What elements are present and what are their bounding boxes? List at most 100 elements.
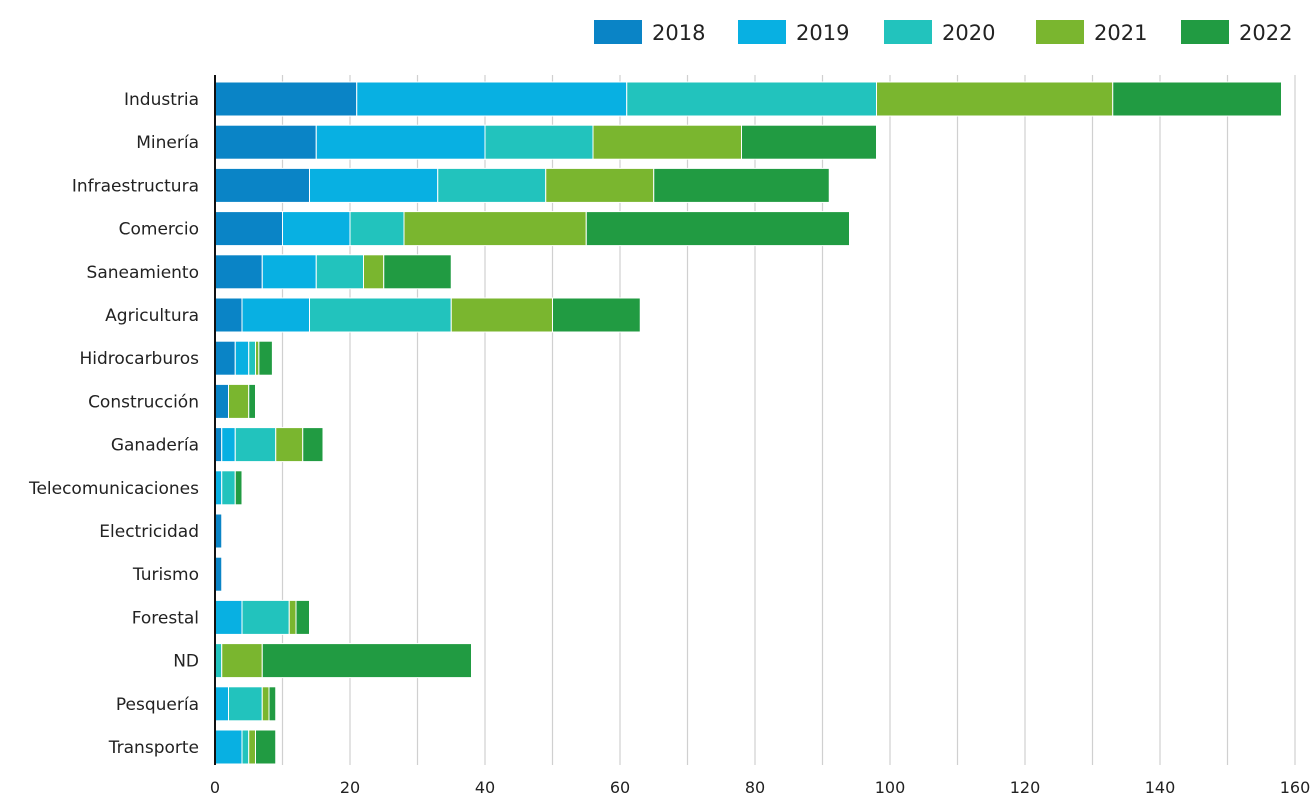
bar-segment-2018-11	[214, 556, 223, 592]
category-label: Telecomunicaciones	[28, 479, 199, 499]
bar-segment-2020-3	[349, 211, 405, 247]
x-tick-label: 120	[1010, 778, 1041, 797]
x-tick-label: 20	[340, 778, 360, 797]
bar-segment-2022-3	[585, 211, 850, 247]
legend-label-2018: 2018	[652, 21, 705, 45]
bars	[214, 81, 1282, 765]
bar-segment-2021-2	[545, 167, 655, 203]
category-label: Electricidad	[99, 522, 199, 542]
x-tick-label: 0	[210, 778, 220, 797]
category-label: Infraestructura	[72, 176, 199, 196]
bar-segment-2020-8	[234, 427, 277, 463]
bar-segment-2018-1	[214, 124, 317, 160]
category-label: Minería	[136, 133, 199, 153]
bar-segment-2022-9	[234, 470, 243, 506]
x-tick-label: 100	[875, 778, 906, 797]
bar-segment-2019-3	[282, 211, 351, 247]
bar-segment-2021-7	[228, 383, 250, 419]
bar-segment-2022-15	[255, 729, 277, 765]
bar-segment-2018-2	[214, 167, 310, 203]
bar-segment-2021-6	[255, 340, 260, 376]
legend-label-2022: 2022	[1239, 21, 1292, 45]
bar-segment-2018-10	[214, 513, 223, 549]
bar-segment-2022-8	[302, 427, 324, 463]
bar-segment-2020-13	[214, 643, 223, 679]
bar-segment-2021-5	[450, 297, 553, 333]
category-label: ND	[173, 652, 199, 672]
bar-segment-2019-5	[241, 297, 310, 333]
bar-segment-2020-9	[221, 470, 236, 506]
legend-label-2019: 2019	[796, 21, 849, 45]
bar-segment-2022-6	[258, 340, 273, 376]
bar-segment-2018-8	[214, 427, 223, 463]
bar-segment-2022-13	[261, 643, 472, 679]
bar-segment-2020-0	[626, 81, 877, 117]
bar-segment-2021-8	[275, 427, 304, 463]
bar-segment-2021-4	[363, 254, 385, 290]
bar-segment-2020-1	[484, 124, 594, 160]
x-tick-label: 40	[475, 778, 495, 797]
category-label: Comercio	[119, 220, 199, 240]
legend-swatch-2021	[1036, 20, 1084, 44]
bar-segment-2021-1	[592, 124, 742, 160]
bar-segment-2019-2	[309, 167, 439, 203]
x-tick-label: 60	[610, 778, 630, 797]
category-label: Saneamiento	[87, 263, 199, 283]
bar-segment-2018-6	[214, 340, 236, 376]
bar-segment-2022-1	[741, 124, 877, 160]
bar-segment-2018-4	[214, 254, 263, 290]
bar-segment-2019-14	[214, 686, 229, 722]
bar-segment-2019-0	[356, 81, 628, 117]
bar-segment-2021-0	[876, 81, 1114, 117]
category-label: Transporte	[108, 738, 199, 758]
bar-segment-2019-15	[214, 729, 243, 765]
bar-segment-2020-5	[309, 297, 452, 333]
x-tick-label: 80	[745, 778, 765, 797]
legend-swatch-2022	[1181, 20, 1229, 44]
bar-segment-2019-8	[221, 427, 236, 463]
legend-label-2020: 2020	[942, 21, 995, 45]
legend-swatch-2020	[884, 20, 932, 44]
axes: Industria Minería Infraestructura Comercio S…	[28, 75, 1310, 797]
bar-segment-2018-7	[214, 383, 229, 419]
bar-segment-2020-15	[241, 729, 250, 765]
legend-label-2021: 2021	[1094, 21, 1147, 45]
bar-segment-2021-13	[221, 643, 263, 679]
category-label: Ganadería	[111, 436, 199, 456]
bar-segment-2019-1	[315, 124, 486, 160]
bar-segment-2019-4	[261, 254, 317, 290]
category-label: Agricultura	[105, 306, 199, 326]
bar-segment-2021-15	[248, 729, 256, 765]
bar-segment-2021-14	[261, 686, 270, 722]
bar-segment-2018-0	[214, 81, 358, 117]
category-label: Pesquería	[116, 695, 199, 715]
bar-segment-2022-0	[1112, 81, 1282, 117]
bar-segment-2021-12	[288, 599, 297, 635]
legend-swatch-2019	[738, 20, 786, 44]
bar-segment-2019-9	[214, 470, 223, 506]
bar-segment-2020-12	[241, 599, 290, 635]
bar-segment-2020-6	[248, 340, 256, 376]
x-tick-label: 140	[1145, 778, 1176, 797]
category-label: Industria	[124, 90, 199, 110]
category-label: Hidrocarburos	[79, 349, 199, 369]
bar-segment-2020-4	[315, 254, 364, 290]
legend-swatch-2018	[594, 20, 642, 44]
bar-segment-2022-7	[248, 383, 256, 419]
bar-segment-2022-2	[653, 167, 830, 203]
category-label: Turismo	[132, 565, 199, 585]
x-tick-label: 160	[1280, 778, 1311, 797]
category-label: Forestal	[132, 608, 199, 628]
bar-segment-2022-12	[295, 599, 310, 635]
bar-segment-2018-3	[214, 211, 283, 247]
bar-segment-2019-12	[214, 599, 243, 635]
bar-segment-2022-5	[552, 297, 641, 333]
bar-segment-2019-6	[234, 340, 250, 376]
bar-segment-2020-2	[437, 167, 547, 203]
bar-segment-2020-14	[228, 686, 263, 722]
legend: 2018 2019 2020 2021 2022	[594, 20, 1292, 45]
bar-segment-2021-3	[403, 211, 587, 247]
bar-segment-2022-14	[268, 686, 277, 722]
